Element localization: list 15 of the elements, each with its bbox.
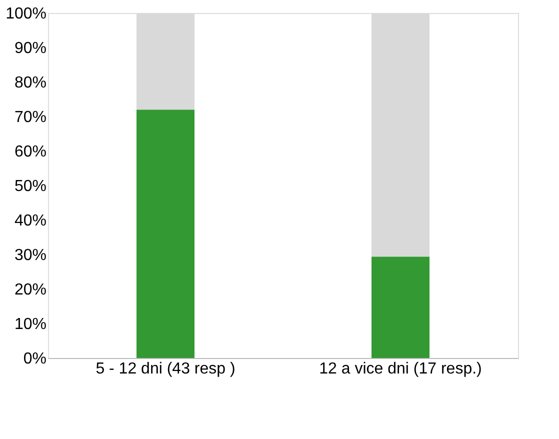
- y-tick-label: 100%: [6, 6, 46, 22]
- y-tick-label: 40%: [14, 212, 46, 230]
- y-tick-label: 30%: [14, 247, 46, 264]
- y-tick-label: 0%: [23, 350, 46, 368]
- y-tick-label: 70%: [14, 109, 46, 126]
- y-tick-label: 60%: [14, 144, 46, 160]
- y-tick-label: 20%: [14, 282, 46, 298]
- y-tick-label: 80%: [14, 74, 46, 92]
- y-tick-label: 10%: [14, 316, 46, 333]
- bar: [372, 256, 430, 358]
- x-tick-label: 12 a vice dni (17 resp.): [319, 360, 482, 378]
- y-tick-label: 90%: [14, 40, 46, 57]
- y-tick-label: 50%: [14, 178, 46, 195]
- x-tick-label: 5 - 12 dni (43 resp ): [96, 360, 236, 378]
- bar: [136, 110, 194, 358]
